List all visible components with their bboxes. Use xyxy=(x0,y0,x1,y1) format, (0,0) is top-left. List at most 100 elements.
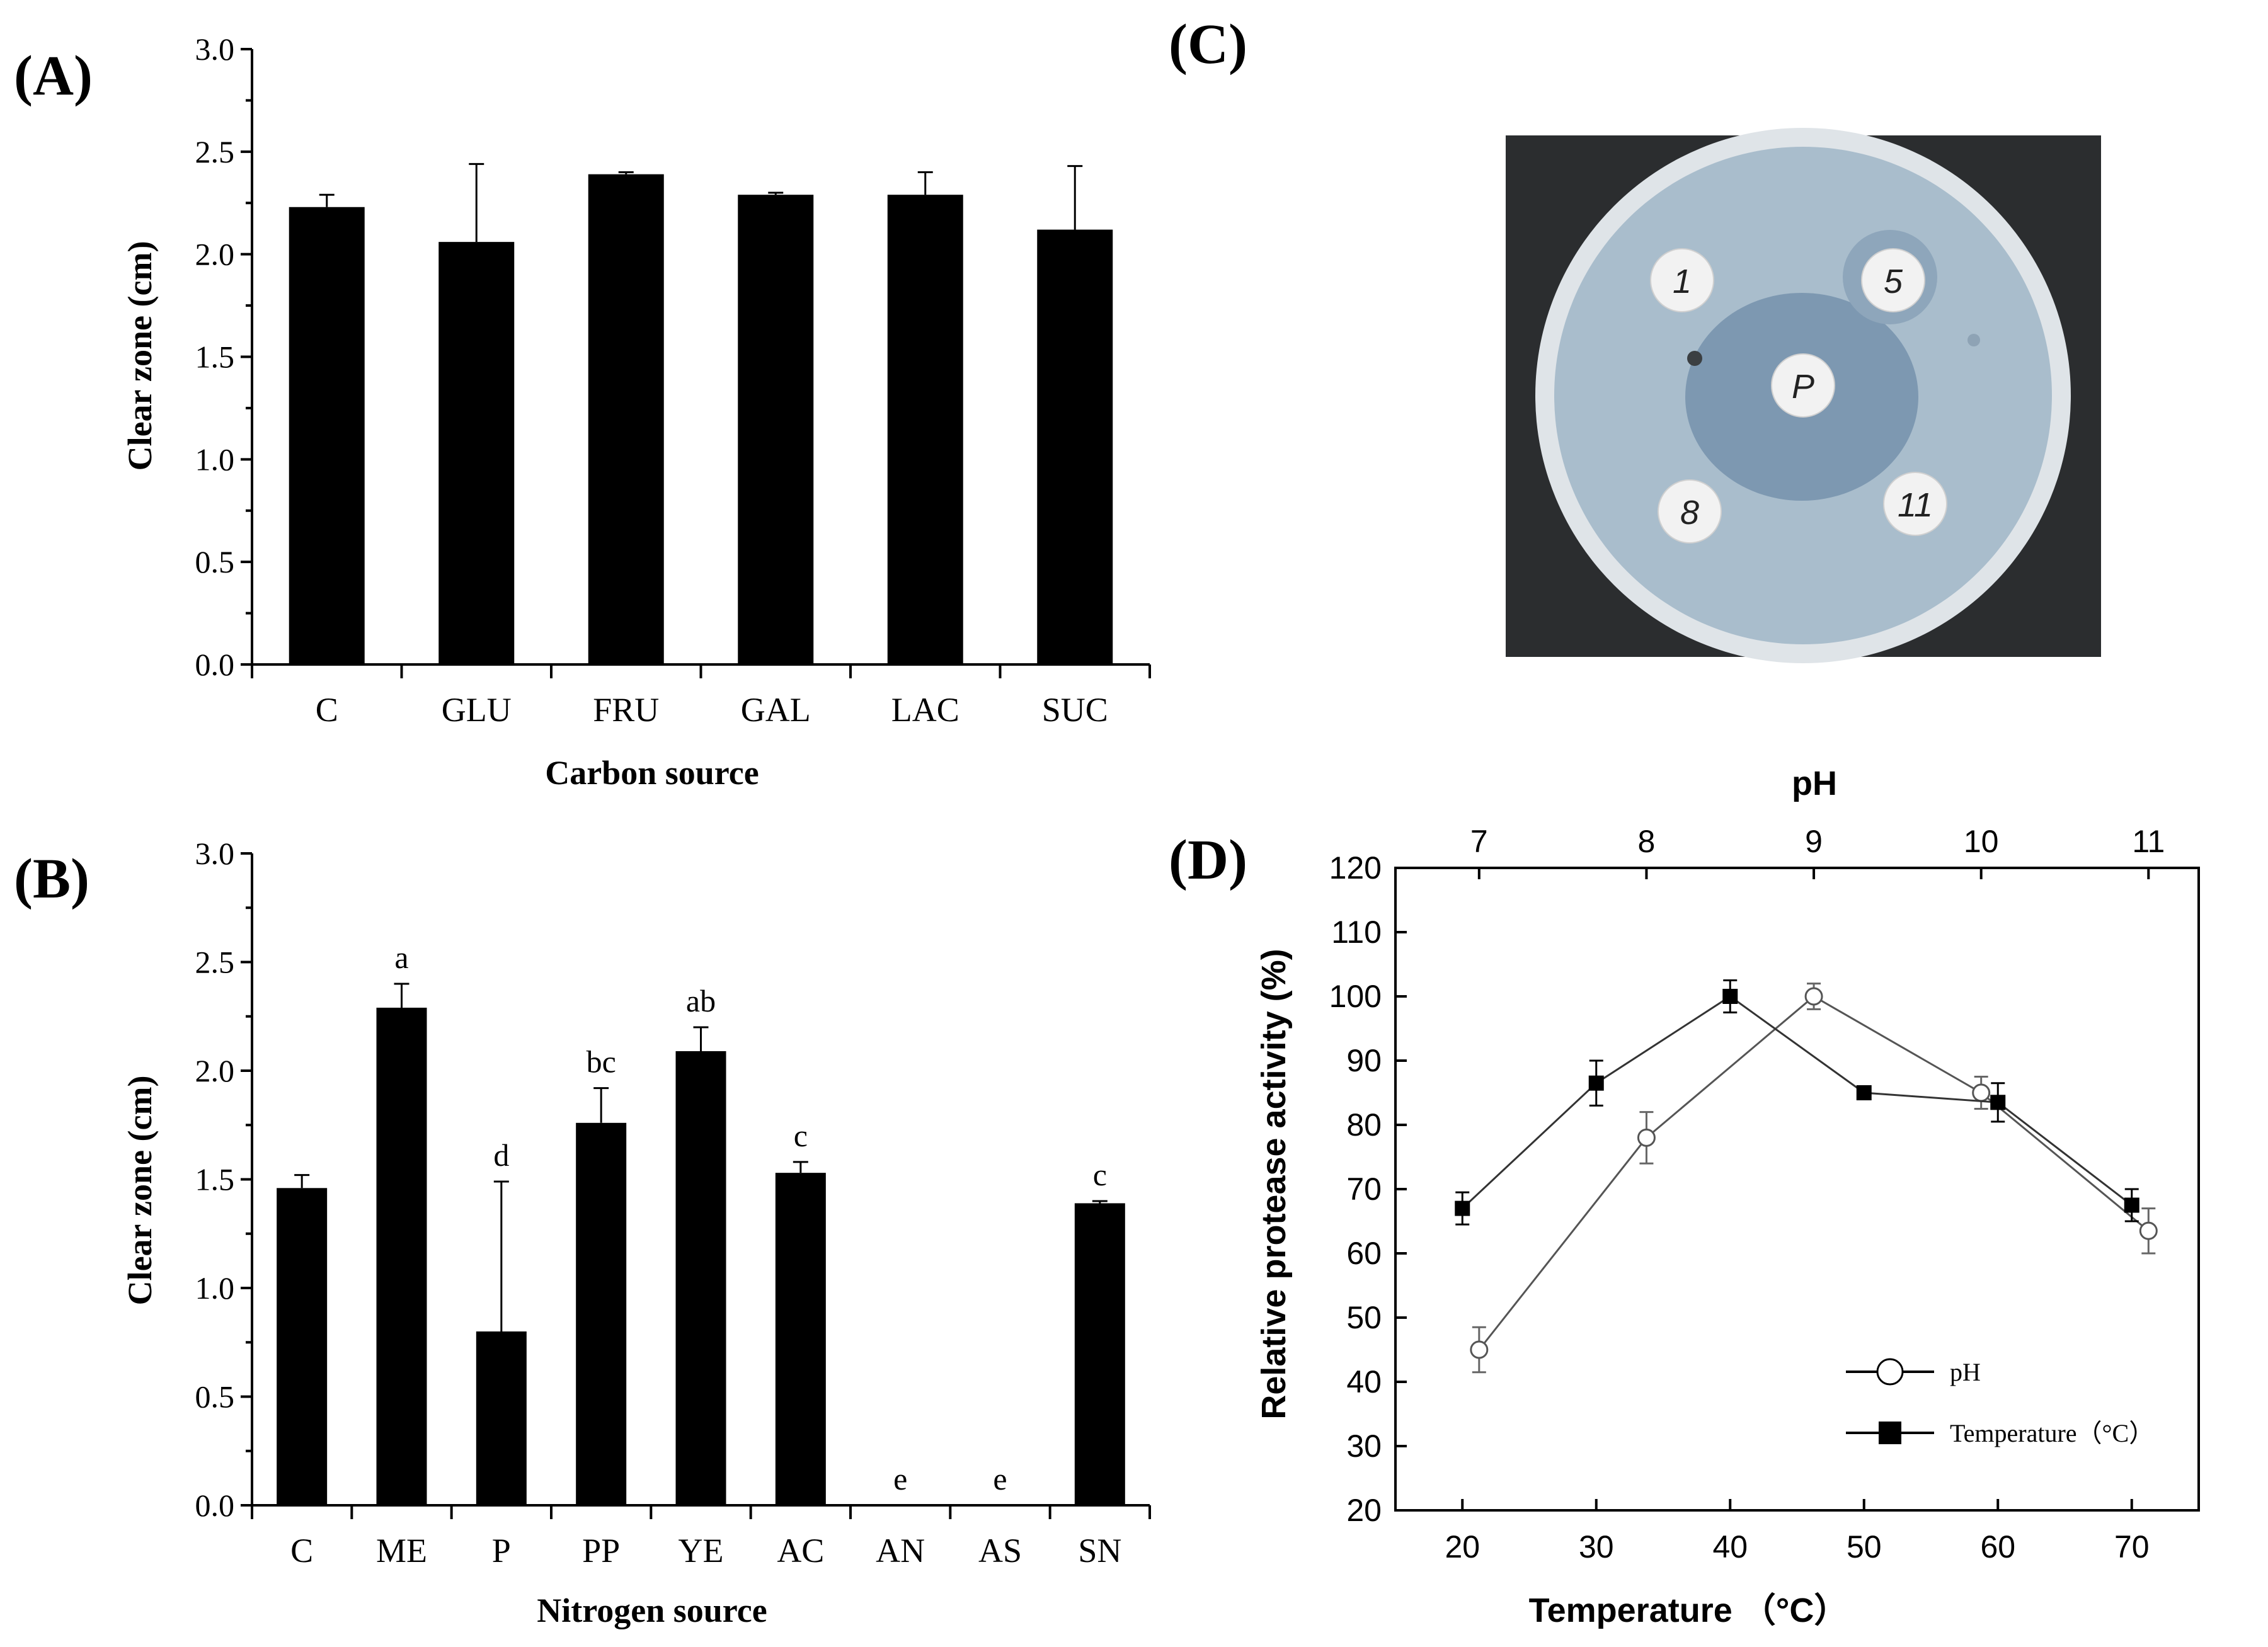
bar-fru xyxy=(588,174,664,664)
error-bars-nitrogen-source xyxy=(294,983,1108,1331)
y-tick-label: 2.5 xyxy=(195,945,235,980)
error-bar-fru xyxy=(618,171,634,174)
plate-spot-2 xyxy=(1967,334,1980,346)
y-tick-label: 20 xyxy=(1346,1493,1382,1528)
legend: pH Temperature（°C） xyxy=(1846,1358,2154,1447)
y-axis-title-carbon-source: Clear zone (cm) xyxy=(121,241,159,471)
legend-label: pH xyxy=(1950,1358,1981,1386)
y-tick-label: 1.5 xyxy=(195,1162,235,1197)
y-tick-label: 1.0 xyxy=(195,442,235,477)
antibiotic-disks: 1 5 P 8 11 xyxy=(1650,248,1947,544)
error-bars-carbon-source xyxy=(319,162,1083,242)
significance-letter: a xyxy=(394,940,408,975)
significance-letters: a d bc ab c e e c xyxy=(394,940,1107,1496)
y-tick-label: 110 xyxy=(1331,915,1382,950)
point-temperature xyxy=(1455,1200,1470,1216)
x2-tick-label: 8 xyxy=(1638,824,1656,859)
x-ticks-carbon-source: C GLU FRU GAL LAC SUC xyxy=(251,664,1151,729)
bar-c xyxy=(277,1188,328,1505)
bar-me xyxy=(376,1007,427,1505)
point-ph xyxy=(1804,987,1823,1006)
series-line-ph xyxy=(1478,995,2150,1350)
point-temperature xyxy=(1588,1075,1604,1091)
disk-3 xyxy=(1771,353,1835,418)
y-tick-label: 70 xyxy=(1346,1171,1382,1207)
x2-tick-label: 7 xyxy=(1470,824,1488,859)
point-temperature xyxy=(1990,1095,2006,1110)
y-tick-label: 3.0 xyxy=(195,31,235,67)
bar-suc xyxy=(1037,229,1113,664)
point-temperature xyxy=(1722,989,1738,1004)
y-tick-label: 2.0 xyxy=(195,237,235,272)
x-ticks-nitrogen-source: C ME P PP YE AC AN AS SN xyxy=(251,1505,1151,1570)
x-tick-label: LAC xyxy=(891,691,959,729)
x-tick-label: 30 xyxy=(1579,1529,1614,1564)
x-tick-label: GLU xyxy=(442,691,512,729)
significance-letter: d xyxy=(493,1137,509,1173)
disk-number: P xyxy=(1792,368,1814,406)
y-tick-label: 100 xyxy=(1329,979,1382,1014)
x2-tick-label: 9 xyxy=(1805,824,1823,859)
point-ph xyxy=(1972,1083,1991,1102)
error-bar-lac xyxy=(917,171,933,195)
bar-sn xyxy=(1074,1203,1125,1505)
point-temperature xyxy=(2124,1197,2139,1213)
y-tick-label: 0.5 xyxy=(195,544,235,579)
x-tick-label: FRU xyxy=(593,691,659,729)
disk-5 xyxy=(1883,472,1947,536)
y-tick-label: 60 xyxy=(1346,1236,1382,1271)
x-axis-title-carbon-source: Carbon source xyxy=(545,754,759,792)
significance-letter: bc xyxy=(587,1044,616,1080)
x-ticks-ph: 7 8 9 10 11 xyxy=(1470,824,2165,879)
panel-label-c: (C) xyxy=(1169,13,1247,76)
disk-4 xyxy=(1658,479,1722,544)
plate-spot xyxy=(1687,351,1702,366)
x-tick-label: C xyxy=(290,1532,313,1570)
agar-plate-photo: 1 5 P 8 11 xyxy=(1506,128,2101,663)
x-tick-label: AC xyxy=(777,1532,824,1570)
panel-label-b: (B) xyxy=(14,848,89,910)
x-tick-label: AN xyxy=(876,1532,925,1570)
disk-number: 1 xyxy=(1673,263,1692,300)
significance-letter: e xyxy=(993,1461,1007,1496)
bars-nitrogen-source xyxy=(277,1007,1125,1505)
error-bar-c xyxy=(319,193,335,207)
significance-letter: c xyxy=(794,1118,808,1153)
x-tick-label: GAL xyxy=(741,691,811,729)
y-ticks-nitrogen-source: 0.0 0.5 1.0 1.5 2.0 2.5 3.0 xyxy=(195,836,252,1523)
y-tick-label: 40 xyxy=(1346,1364,1382,1399)
y-tick-label: 120 xyxy=(1329,850,1382,886)
error-bar-p xyxy=(493,1180,509,1331)
bar-gal xyxy=(738,195,814,664)
bar-chart-carbon-source: 0.0 0.5 1.0 1.5 2.0 2.5 3.0 C GLU FRU GAL LAC SUC C… xyxy=(121,31,1151,792)
x-ticks-temperature: 20 30 40 50 60 70 xyxy=(1445,1499,2150,1564)
legend-marker-temperature xyxy=(1879,1422,1901,1444)
error-bar-glu xyxy=(469,162,484,242)
significance-letter: ab xyxy=(686,983,716,1018)
disk-number: 11 xyxy=(1898,486,1933,524)
x-tick-label: 60 xyxy=(1980,1529,2015,1564)
disk-number: 8 xyxy=(1680,494,1699,532)
y-tick-label: 0.0 xyxy=(195,647,235,682)
series-lines xyxy=(1455,979,2158,1374)
x-tick-label: SN xyxy=(1078,1532,1121,1570)
error-bar-sn xyxy=(1092,1200,1108,1204)
x-tick-label: C xyxy=(316,691,338,729)
bars-carbon-source xyxy=(289,174,1113,665)
x-tick-label: 20 xyxy=(1445,1529,1480,1564)
x2-tick-label: 11 xyxy=(2132,824,2165,859)
significance-letter: c xyxy=(1093,1157,1107,1192)
y-tick-label: 2.5 xyxy=(195,134,235,169)
x-tick-label: YE xyxy=(679,1532,724,1570)
x-tick-label: 40 xyxy=(1712,1529,1748,1564)
y-tick-label: 50 xyxy=(1346,1300,1382,1335)
significance-letter: e xyxy=(893,1461,907,1496)
x-tick-label: P xyxy=(492,1532,511,1570)
bar-c xyxy=(289,207,365,665)
error-bar-me xyxy=(394,983,410,1008)
bar-glu xyxy=(438,242,515,664)
plot-frame xyxy=(1394,867,2200,1512)
bar-ye xyxy=(675,1051,726,1505)
